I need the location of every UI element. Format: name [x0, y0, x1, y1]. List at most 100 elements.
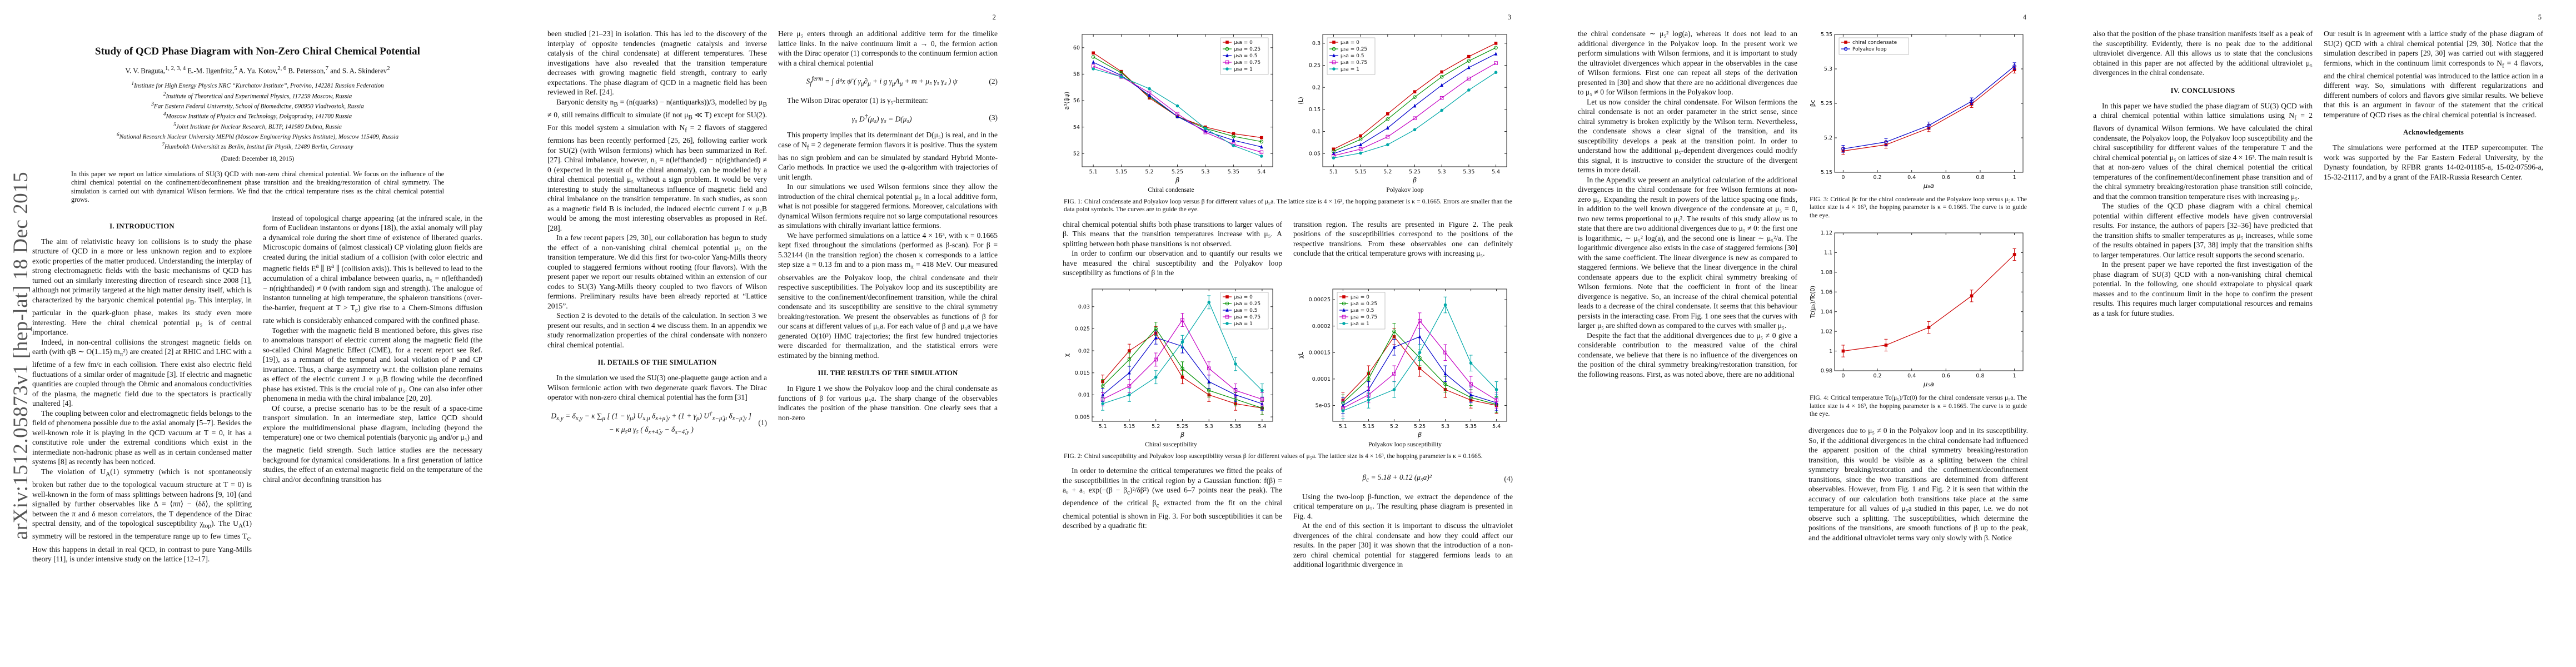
svg-text:β: β [1180, 431, 1184, 439]
chart-svg: 5.1 5.15 5.2 5.25 5.3 5.35 5.4 5e-05 0.0001 0.000… [1298, 288, 1507, 439]
svg-text:5.2: 5.2 [1824, 135, 1832, 141]
svg-text:5.1: 5.1 [1099, 424, 1107, 430]
svg-text:μ₅a = 0.5: μ₅a = 0.5 [1234, 53, 1257, 59]
svg-text:0.3: 0.3 [1312, 41, 1321, 47]
svg-text:0.4: 0.4 [1907, 373, 1916, 379]
equation: γ₅ D†(μ₅) γ₅ = D(μ₅) (3) [851, 113, 998, 123]
svg-text:μ₅a = 0.75: μ₅a = 0.75 [1234, 60, 1260, 66]
figure-1: 5.1 5.15 5.2 5.25 5.3 5.35 5.4 52 54 56 58 60 μ₅a = … [1063, 29, 1513, 214]
panel-subcaption: Polyakov loop susceptibility [1368, 440, 1442, 448]
svg-text:0.25: 0.25 [1309, 63, 1321, 69]
svg-text:52: 52 [1073, 151, 1080, 157]
svg-text:β: β [1412, 176, 1417, 184]
affiliation: 4Moscow Institute of Physics and Technol… [163, 112, 352, 120]
svg-text:μ₅a = 0.5: μ₅a = 0.5 [1341, 53, 1364, 59]
svg-text:0.6: 0.6 [1942, 373, 1950, 379]
text-column: In order to determine the critical tempe… [1063, 466, 1282, 570]
paragraph: The coupling between color and electroma… [32, 409, 252, 466]
svg-text:μ₅a: μ₅a [1923, 182, 1934, 190]
svg-text:μ₅a = 1: μ₅a = 1 [1351, 321, 1369, 327]
svg-text:0.2: 0.2 [1873, 373, 1881, 379]
svg-text:μ₅a = 0.75: μ₅a = 0.75 [1351, 315, 1377, 320]
section-heading: III. THE RESULTS OF THE SIMULATION [818, 369, 958, 377]
section-heading: II. DETAILS OF THE SIMULATION [597, 359, 717, 367]
affiliation: 6National Research Nuclear University ME… [116, 132, 399, 141]
paragraph: In Figure 1 we show the Polyakov loop an… [778, 384, 998, 422]
svg-text:5.35: 5.35 [1821, 32, 1832, 38]
svg-text:5.2: 5.2 [1145, 169, 1154, 175]
svg-text:5.2: 5.2 [1383, 169, 1392, 175]
chart-chiral-condensate: 5.1 5.15 5.2 5.25 5.3 5.35 5.4 52 54 56 58 60 μ₅a = … [1063, 29, 1278, 186]
svg-text:5.3: 5.3 [1824, 66, 1832, 72]
svg-text:0.02: 0.02 [1078, 348, 1090, 354]
paragraph: Indeed, in non-central collisions the st… [32, 337, 252, 408]
chart-polyakov-loop: 5.1 5.15 5.2 5.25 5.3 5.35 5.4 0.05 0.1 0.15 0.2 0.… [1297, 29, 1512, 186]
figure-2-left-panel: 5.1 5.15 5.2 5.25 5.3 5.35 5.4 0.005 0.01 0.015 0.… [1063, 283, 1279, 448]
paragraph: In order to determine the critical tempe… [1063, 466, 1283, 530]
svg-text:1.02: 1.02 [1821, 329, 1832, 335]
svg-text:1: 1 [2013, 373, 2016, 379]
svg-text:μ₅a = 0: μ₅a = 0 [1234, 40, 1253, 46]
svg-text:5.15: 5.15 [1821, 170, 1832, 176]
svg-text:μ₅a = 0.25: μ₅a = 0.25 [1341, 47, 1367, 52]
svg-text:0.0001: 0.0001 [1312, 376, 1331, 382]
svg-text:58: 58 [1073, 72, 1080, 78]
text-column: Here μ₅ enters through an additional add… [778, 29, 998, 444]
abstract: In this paper we report on lattice simul… [71, 170, 444, 204]
paragraph: chiral chemical potential shifts both ph… [1063, 220, 1282, 248]
paragraph: Section 2 is devoted to the details of t… [547, 311, 767, 349]
svg-text:5.3: 5.3 [1441, 424, 1449, 430]
chart-svg: 5.1 5.15 5.2 5.25 5.3 5.35 5.4 0.005 0.01 0.015 0.… [1064, 288, 1273, 439]
text-column: chiral chemical potential shifts both ph… [1063, 220, 1282, 278]
svg-text:μ₅a = 0.25: μ₅a = 0.25 [1351, 301, 1377, 307]
chart-svg: 5.1 5.15 5.2 5.25 5.3 5.35 5.4 0.05 0.1 0.15 0.2 0.… [1298, 34, 1507, 184]
figure-1-left-panel: 5.1 5.15 5.2 5.25 5.3 5.35 5.4 52 54 56 58 60 μ₅a = … [1063, 29, 1279, 193]
page-number: 2 [992, 13, 996, 21]
chart-critical-temperature: 0 0.2 0.4 0.6 0.8 1 0.98 1 1.02 1.04 1.06 1.08 1.1 1.… [1808, 227, 2029, 390]
svg-text:1: 1 [1829, 349, 1832, 355]
affiliation: 1Institute for High Energy Physics NRC “… [131, 81, 384, 89]
svg-text:0.05: 0.05 [1309, 151, 1321, 157]
svg-text:0.03: 0.03 [1078, 304, 1090, 310]
svg-text:0.00025: 0.00025 [1309, 297, 1331, 303]
page-number: 3 [1507, 13, 1511, 21]
affiliation: 3Far Eastern Federal University, School … [151, 101, 364, 110]
section-heading: IV. CONCLUSIONS [2170, 86, 2235, 94]
svg-text:5.25: 5.25 [1414, 424, 1426, 430]
paragraph: the chiral condensate ∼ μ₅² log(a), wher… [1578, 29, 1797, 96]
figure-label: FIG. 3: [1810, 196, 1829, 203]
svg-text:0.15: 0.15 [1309, 107, 1321, 113]
svg-text:5.35: 5.35 [1465, 424, 1477, 430]
figure-2-caption: FIG. 2: Chiral susceptibility and Polyak… [1064, 452, 1512, 460]
svg-text:5.35: 5.35 [1463, 169, 1474, 175]
svg-text:μ₅a: μ₅a [1923, 380, 1934, 388]
figure-label: FIG. 4: [1810, 394, 1829, 402]
section-heading: I. INTRODUCTION [109, 222, 175, 230]
paragraph: Using the two-loop β-function, we extrac… [1293, 492, 1513, 520]
svg-text:5e-05: 5e-05 [1316, 402, 1331, 409]
svg-text:5.4: 5.4 [1492, 424, 1501, 430]
paragraph: We have performed simulations on a latti… [778, 231, 998, 360]
svg-text:1.1: 1.1 [1824, 250, 1832, 256]
svg-text:μ₅a = 0.75: μ₅a = 0.75 [1234, 315, 1260, 320]
equation: βc = 5.18 + 0.12 (μ₅a)² (4) [1362, 473, 1513, 484]
chart-svg: 0 0.2 0.4 0.6 0.8 1 5.15 5.2 5.25 5.3 5.35 chiral c… [1810, 32, 2024, 190]
page-4: 4 the chiral condensate ∼ μ₅² log(a), wh… [1546, 0, 2061, 667]
paragraph: In the simulation we used the SU(3) one-… [547, 374, 767, 402]
svg-text:0.98: 0.98 [1821, 368, 1832, 374]
affiliations: 1Institute for High Energy Physics NRC “… [32, 80, 483, 151]
svg-text:5.4: 5.4 [1492, 169, 1500, 175]
paragraph: In order to confirm our observation and … [1063, 249, 1282, 277]
svg-text:μ₅a = 0.75: μ₅a = 0.75 [1341, 60, 1367, 66]
svg-text:5.1: 5.1 [1339, 424, 1347, 430]
paragraph: The violation of UA(1) symmetry (which i… [32, 467, 252, 564]
paragraph: Here μ₅ enters through an additional add… [778, 29, 998, 67]
paragraph: In the present paper we have reported th… [2093, 260, 2313, 317]
text-column: been studied [21–23] in isolation. This … [547, 29, 767, 444]
svg-text:0.8: 0.8 [1976, 373, 1984, 379]
svg-text:0.1: 0.1 [1312, 129, 1321, 135]
equation: Sfferm = ∫ d⁴x ψ̄ ( γμ∂μ + i g γμAμ + m … [806, 76, 998, 88]
svg-text:chiral condensate: chiral condensate [1852, 40, 1897, 46]
svg-text:60: 60 [1073, 45, 1080, 51]
paragraph: divergences due to μ₅ ≠ 0 in the Polyako… [1808, 426, 2028, 542]
